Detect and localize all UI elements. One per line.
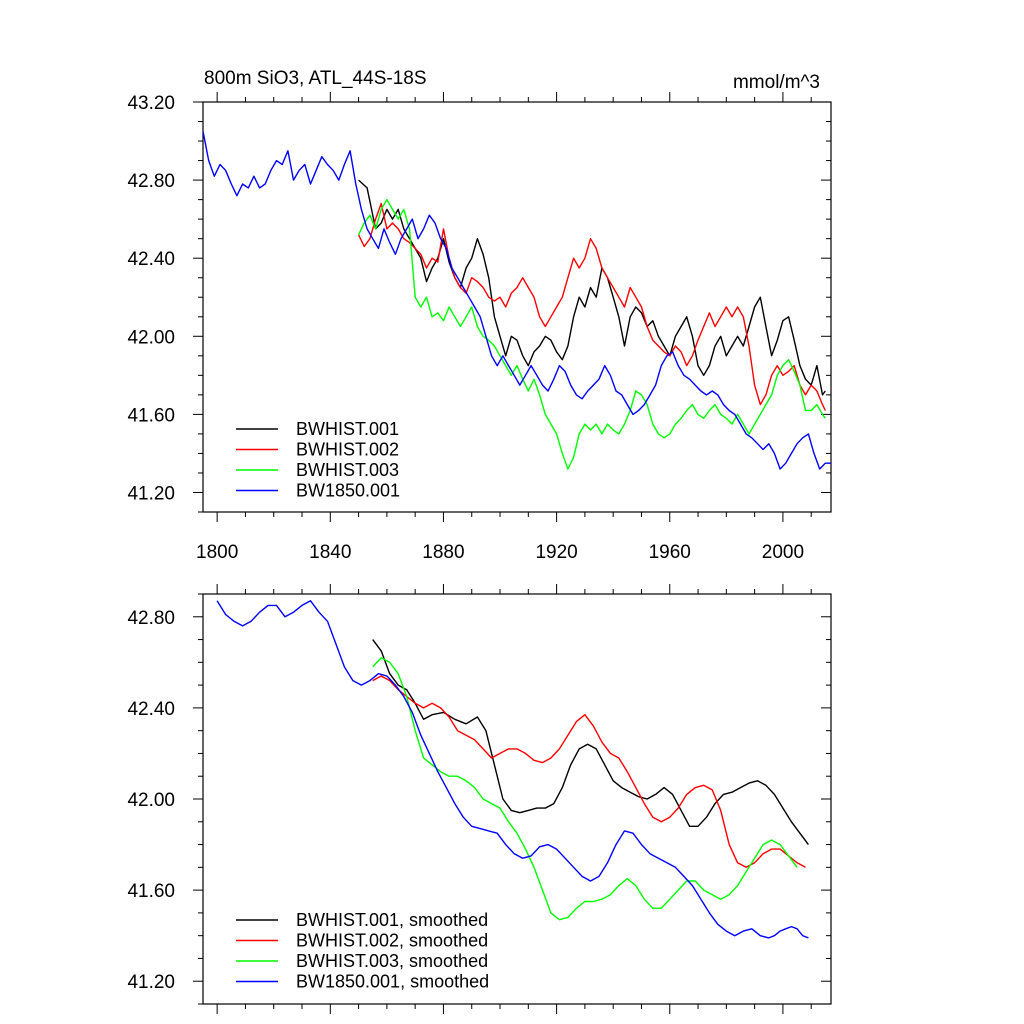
series-group (216, 600, 809, 939)
series-line-bw1850-001 (203, 131, 831, 470)
y-tick-label: 41.20 (127, 483, 175, 504)
series-group (203, 131, 831, 470)
series-line-bwhist-002 (372, 675, 806, 868)
legend-label: BWHIST.001 (296, 419, 399, 439)
x-tick-label: 1880 (422, 542, 464, 563)
y-tick-label: 41.60 (127, 881, 175, 902)
legend-label: BWHIST.002 (296, 440, 399, 460)
x-tick-label: 1920 (535, 542, 577, 563)
legend-label: BWHIST.003, smoothed (296, 951, 488, 971)
y-tick-label: 42.40 (127, 249, 175, 270)
legend-label: BW1850.001, smoothed (296, 972, 489, 992)
y-tick-label: 42.00 (127, 327, 175, 348)
y-tick-label: 42.40 (127, 699, 175, 720)
legend-label: BWHIST.002, smoothed (296, 931, 488, 951)
chart-panel-2: 41.20 41.60 42.00 42.40 42.80 BWHIST.001, smo… (127, 584, 832, 1014)
chart-title: 800m SiO3, ATL_44S-18S (204, 68, 427, 89)
chart-panel-1: 41.20 41.60 42.00 42.40 42.80 43.20 1800 1840 18… (127, 68, 832, 563)
series-line-bwhist-001 (372, 639, 809, 846)
x-tick-label: 2000 (762, 542, 804, 563)
y-tick-label: 41.60 (127, 405, 175, 426)
x-tick-label: 1960 (649, 542, 691, 563)
x-tick-label: 1800 (196, 542, 238, 563)
series-line-bw1850-001 (216, 600, 809, 939)
legend-label: BW1850.001 (296, 481, 400, 501)
legend-label: BWHIST.001, smoothed (296, 910, 488, 930)
units-label: mmol/m^3 (733, 72, 820, 93)
y-tick-label: 41.20 (127, 972, 175, 993)
plot-frame (202, 101, 832, 513)
legend-label: BWHIST.003 (296, 460, 399, 480)
y-tick-label: 42.00 (127, 790, 175, 811)
series-line-bwhist-003 (357, 198, 826, 470)
series-line-bwhist-002 (357, 202, 826, 411)
y-tick-label: 43.20 (127, 93, 175, 114)
y-tick-label: 42.80 (127, 171, 175, 192)
y-tick-label: 42.80 (127, 608, 175, 629)
series-line-bwhist-001 (358, 179, 826, 396)
x-tick-label: 1840 (309, 542, 351, 563)
series-line-bwhist-003 (372, 657, 798, 921)
